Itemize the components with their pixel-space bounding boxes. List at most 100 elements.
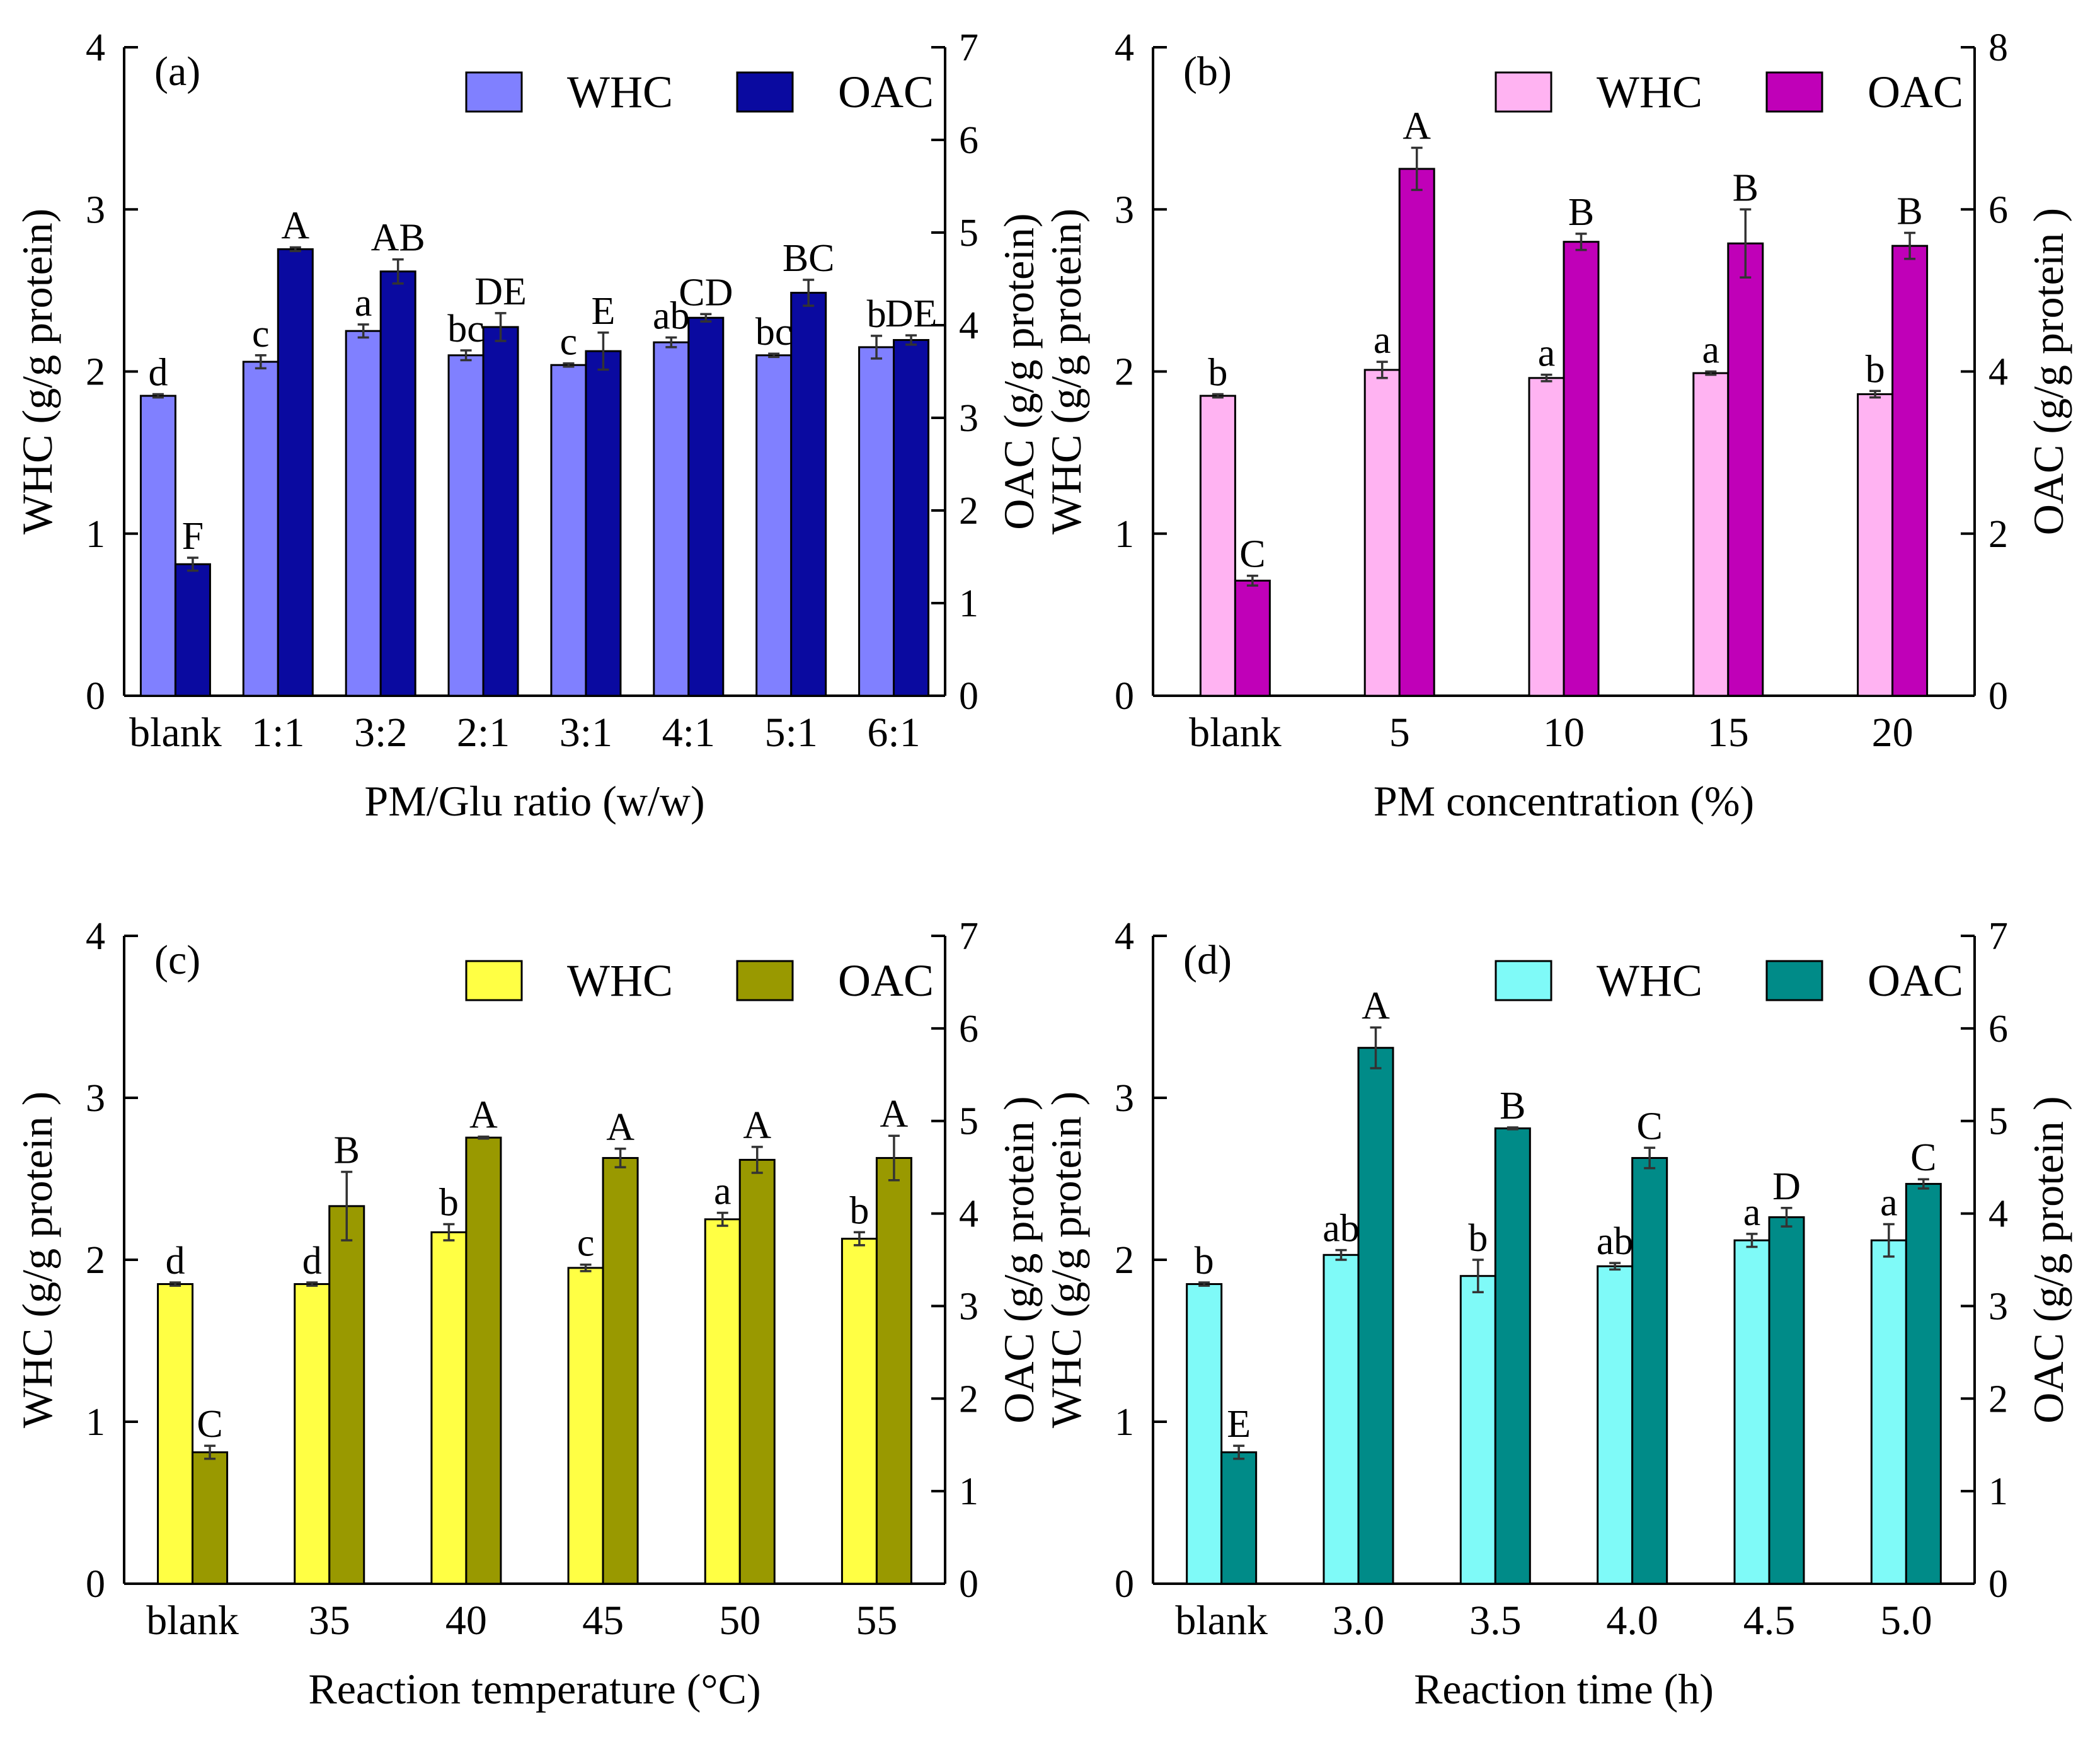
significance-label: AB (371, 217, 425, 260)
chart-panel-1: 0 1 2 3 4 0 1 2 3 4 5 6 7 WHC (g/g protein) OAC (g/g p… (13, 26, 1043, 825)
y-axis-right-title: OAC (g/g protein) (995, 213, 1043, 529)
x-tick-label: 3:2 (354, 710, 407, 756)
panel-label: (a) (154, 49, 200, 95)
y-right-tick-label: 1 (959, 582, 978, 625)
x-tick-label: 55 (856, 1598, 897, 1644)
x-tick-label: 40 (445, 1598, 487, 1644)
significance-label: DE (474, 270, 527, 313)
x-axis-title: PM/Glu ratio (w/w) (364, 777, 704, 825)
significance-label: b (1468, 1217, 1488, 1260)
y-left-tick-label: 0 (1115, 675, 1134, 718)
significance-label: bc (755, 311, 793, 354)
legend-swatch-oac (736, 71, 794, 113)
bar-whc (1199, 395, 1236, 697)
significance-label: C (197, 1403, 222, 1446)
bar-whc (1459, 1275, 1496, 1585)
significance-label: b (1866, 348, 1885, 391)
bar-whc (345, 330, 382, 697)
x-tick-label: 50 (719, 1598, 760, 1644)
bar-whc (430, 1231, 468, 1585)
significance-label: A (469, 1094, 498, 1137)
legend-label: OAC (838, 67, 934, 117)
panel-label: (b) (1183, 49, 1232, 95)
significance-label: b (1208, 352, 1227, 395)
bar-oac (1234, 579, 1271, 697)
y-right-tick-label: 6 (959, 1008, 978, 1051)
bar-oac (1357, 1047, 1394, 1585)
bar-whc (1870, 1239, 1907, 1585)
bar-whc (1597, 1265, 1634, 1585)
legend-swatch-whc (465, 960, 523, 1001)
y-right-tick-label: 1 (1988, 1470, 2008, 1513)
significance-label: bc (447, 308, 485, 350)
significance-label: A (1362, 984, 1390, 1027)
significance-label: a (1743, 1191, 1761, 1234)
significance-label: b (1195, 1240, 1214, 1282)
x-axis-title: Reaction time (h) (1414, 1665, 1714, 1713)
significance-label: c (577, 1222, 595, 1265)
y-right-tick-label: 2 (1988, 513, 2008, 556)
y-left-tick-label: 4 (1115, 915, 1134, 958)
legend-swatch-oac (736, 960, 794, 1001)
significance-label: A (281, 205, 309, 248)
significance-label: A (743, 1104, 771, 1147)
y-left-tick-label: 3 (1115, 1077, 1134, 1120)
bar-oac (1563, 241, 1600, 697)
legend-label: WHC (1597, 67, 1702, 117)
y-right-tick-label: 3 (1988, 1285, 2008, 1328)
legend-swatch-whc (1495, 71, 1552, 113)
bar-oac (1768, 1216, 1805, 1585)
y-right-tick-label: 0 (1988, 675, 2008, 718)
y-left-tick-label: 1 (86, 1401, 105, 1444)
x-tick-label: 2:1 (457, 710, 510, 756)
bar-whc (653, 341, 690, 697)
significance-label: a (1374, 319, 1391, 362)
bar-oac (1891, 245, 1929, 697)
significance-label: B (1896, 190, 1922, 233)
y-right-tick-label: 6 (1988, 1008, 2008, 1051)
legend-label: OAC (838, 955, 934, 1006)
y-right-tick-label: 7 (959, 915, 978, 958)
y-right-tick-label: 2 (1988, 1378, 2008, 1420)
significance-label: E (592, 290, 616, 333)
y-axis-left-title: WHC (g/g protein ) (13, 1092, 61, 1428)
significance-label: B (1733, 166, 1759, 209)
bar-oac (328, 1205, 365, 1585)
legend-swatch-oac (1765, 71, 1823, 113)
y-right-tick-label: 5 (959, 1100, 978, 1143)
x-tick-label: 4:1 (662, 710, 715, 756)
bar-oac (687, 316, 725, 697)
significance-label: D (1772, 1165, 1801, 1208)
significance-label: c (560, 321, 578, 364)
chart-panel-4: 0 1 2 3 4 0 1 2 3 4 5 6 7 WHC (g/g protein ) OAC (g/g … (1042, 915, 2072, 1713)
y-right-tick-label: 3 (959, 1285, 978, 1328)
y-right-tick-label: 6 (959, 119, 978, 162)
bar-oac (1905, 1183, 1942, 1585)
significance-label: E (1227, 1403, 1251, 1446)
y-left-tick-label: 0 (86, 675, 105, 718)
bar-oac (192, 1451, 229, 1585)
bar-whc (1323, 1253, 1360, 1585)
significance-label: B (1568, 191, 1594, 234)
x-tick-label: 4.5 (1743, 1598, 1796, 1644)
x-tick-label: 3.5 (1469, 1598, 1522, 1644)
bar-oac (893, 339, 930, 697)
significance-label: a (1880, 1181, 1898, 1224)
bar-oac (790, 292, 827, 697)
x-tick-label: 15 (1707, 710, 1749, 756)
bar-oac (1220, 1451, 1258, 1585)
significance-label: DE (885, 292, 938, 335)
y-axis-right-title: OAC (g/g protein ) (2024, 208, 2072, 535)
significance-label: ab (1323, 1207, 1360, 1250)
bar-oac (875, 1156, 912, 1585)
y-left-tick-label: 2 (86, 1239, 105, 1282)
bar-whc (858, 346, 895, 697)
bar-whc (1186, 1283, 1223, 1585)
y-left-tick-label: 4 (86, 915, 105, 958)
x-tick-label: 1:1 (251, 710, 304, 756)
bar-whc (157, 1283, 194, 1585)
x-axis-title: PM concentration (%) (1374, 777, 1754, 825)
bar-whc (1528, 377, 1565, 697)
